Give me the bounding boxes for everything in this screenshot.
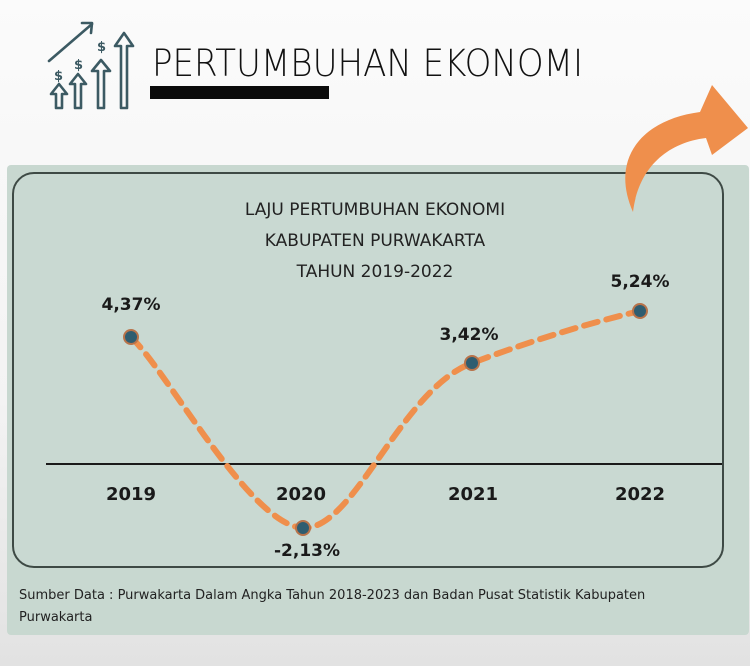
growth-arrows-dollar-icon: $ $ $ bbox=[47, 21, 135, 110]
title-underline-bar bbox=[150, 86, 329, 99]
data-point-markers bbox=[123, 303, 648, 536]
x-label-2022: 2022 bbox=[614, 484, 666, 505]
x-label-2020: 2020 bbox=[275, 484, 327, 505]
chart-title-line-2: KABUPATEN PURWAKARTA bbox=[264, 231, 486, 251]
value-label-2021: 3,42% bbox=[439, 325, 499, 345]
svg-text:$: $ bbox=[97, 40, 106, 55]
chart-title-line-1: LAJU PERTUMBUHAN EKONOMI bbox=[244, 200, 506, 220]
svg-text:$: $ bbox=[74, 58, 83, 73]
value-label-2022: 5,24% bbox=[610, 272, 670, 292]
value-label-2019: 4,37% bbox=[101, 295, 161, 315]
x-label-2019: 2019 bbox=[105, 484, 157, 505]
chart-frame bbox=[12, 172, 724, 568]
chart-title-line-3: TAHUN 2019-2022 bbox=[296, 262, 454, 282]
page-title: PERTUMBUHAN EKONOMI bbox=[152, 42, 584, 85]
source-note: Sumber Data : Purwakarta Dalam Angka Tah… bbox=[19, 588, 646, 625]
x-axis-baseline bbox=[46, 463, 722, 465]
x-label-2021: 2021 bbox=[447, 484, 499, 505]
svg-text:$: $ bbox=[54, 69, 63, 84]
value-label-2020: -2,13% bbox=[273, 541, 341, 561]
